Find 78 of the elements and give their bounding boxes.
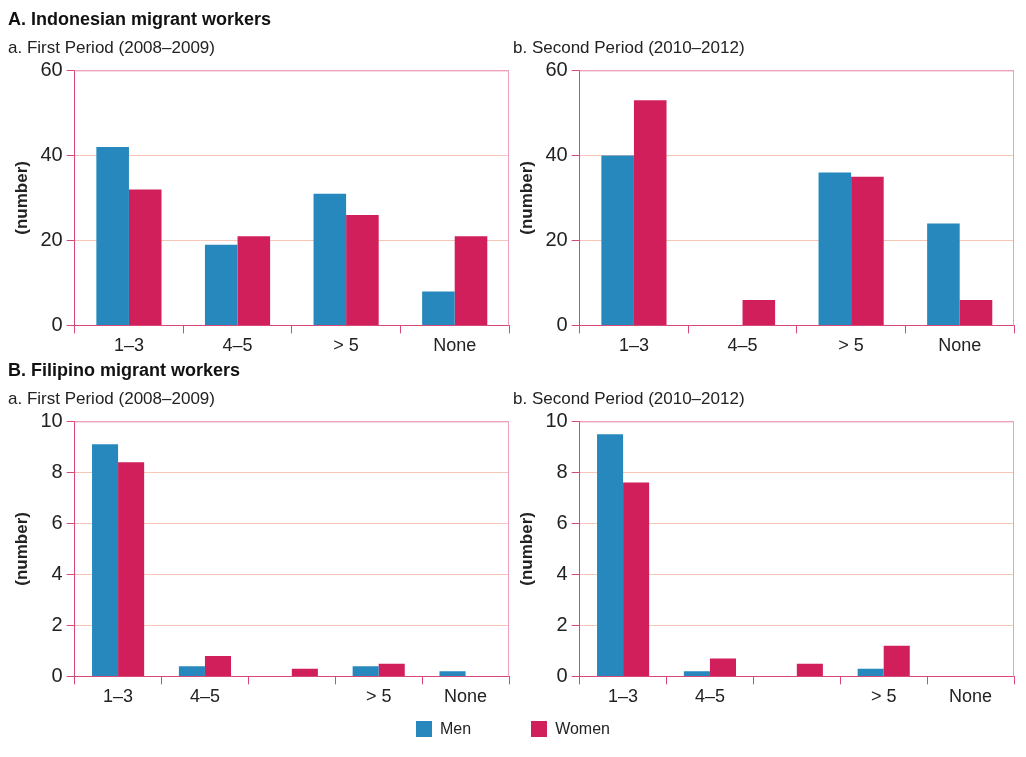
x-tick-label: None [938,335,982,356]
bar [439,671,466,676]
y-tick-label: 0 [51,663,63,686]
bar [851,176,884,325]
y-tick-label: 8 [556,459,568,482]
y-tick-label: 4 [51,561,63,584]
x-tick-label: > 5 [365,686,392,707]
bar [313,193,347,325]
bar [742,299,776,325]
bar [633,100,667,325]
y-tick-label: 0 [51,312,63,335]
y-tick-label: 0 [556,312,568,335]
x-tick-label: > 5 [838,335,864,356]
y-tick-label: 6 [556,510,568,533]
y-axis-title: (number) [516,161,536,235]
bar [601,155,634,325]
bar [378,663,405,676]
bar [818,172,852,325]
y-tick-label: 6 [51,510,63,533]
y-tick-label: 2 [556,612,568,635]
bar [237,236,271,325]
y-tick-label: 20 [40,227,63,250]
x-tick-label: 4–5 [694,686,725,707]
y-tick-label: 2 [51,612,63,635]
legend-label: Men [440,720,472,738]
bar [204,656,232,676]
bar [683,671,710,676]
chart-subtitle: a. First Period (2008–2009) [8,37,215,57]
bar [346,214,379,325]
x-tick-label: 1–3 [618,335,649,356]
y-tick-label: 4 [556,561,568,584]
y-tick-label: 10 [545,408,568,431]
bar [597,434,624,676]
y-tick-label: 40 [545,142,568,165]
y-tick-label: 0 [556,663,568,686]
bar [796,663,823,676]
bar [92,444,119,676]
bar [857,668,884,676]
bar [623,482,650,676]
x-tick-label: 4–5 [189,686,220,707]
x-tick-label: > 5 [333,335,359,356]
bar [959,299,993,325]
bar [118,462,145,676]
chart-subtitle: a. First Period (2008–2009) [8,388,215,408]
chart-title: B. Filipino migrant workers [8,359,242,382]
y-tick-label: 40 [40,142,63,165]
bar [352,666,379,676]
bar [291,668,318,676]
y-axis-title: (number) [11,161,31,235]
x-tick-label: 4–5 [222,335,253,356]
y-tick-label: 60 [40,57,63,80]
y-tick-label: 60 [545,57,568,80]
y-axis-title: (number) [516,512,536,586]
x-tick-label: > 5 [870,686,897,707]
y-tick-label: 10 [40,408,63,431]
x-tick-label: None [433,335,477,356]
chart-subtitle: b. Second Period (2010–2012) [513,388,745,408]
x-tick-label: 1–3 [113,335,144,356]
bar [883,645,910,676]
bar [927,223,960,325]
chart-subtitle: b. Second Period (2010–2012) [513,37,745,57]
x-tick-label: None [949,686,993,707]
bar [204,244,238,325]
y-tick-label: 8 [51,459,63,482]
bar [709,658,737,676]
x-tick-label: 1–3 [103,686,134,707]
bar [178,666,205,676]
bar [128,189,162,325]
bar [454,236,488,325]
x-tick-label: 1–3 [608,686,639,707]
chart-title: A. Indonesian migrant workers [8,8,273,31]
y-tick-label: 20 [545,227,568,250]
legend-label: Women [555,720,610,738]
bar [422,291,455,325]
y-axis-title: (number) [11,512,31,586]
bar [96,146,129,325]
x-tick-label: None [444,686,488,707]
x-tick-label: 4–5 [727,335,758,356]
